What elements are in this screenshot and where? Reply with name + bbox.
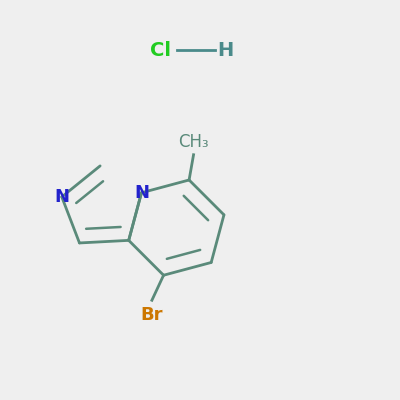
Text: N: N bbox=[54, 188, 69, 206]
Text: H: H bbox=[218, 41, 234, 60]
Text: N: N bbox=[134, 184, 149, 202]
Text: Cl: Cl bbox=[150, 41, 171, 60]
Text: Br: Br bbox=[141, 306, 163, 324]
Text: CH₃: CH₃ bbox=[178, 133, 209, 151]
